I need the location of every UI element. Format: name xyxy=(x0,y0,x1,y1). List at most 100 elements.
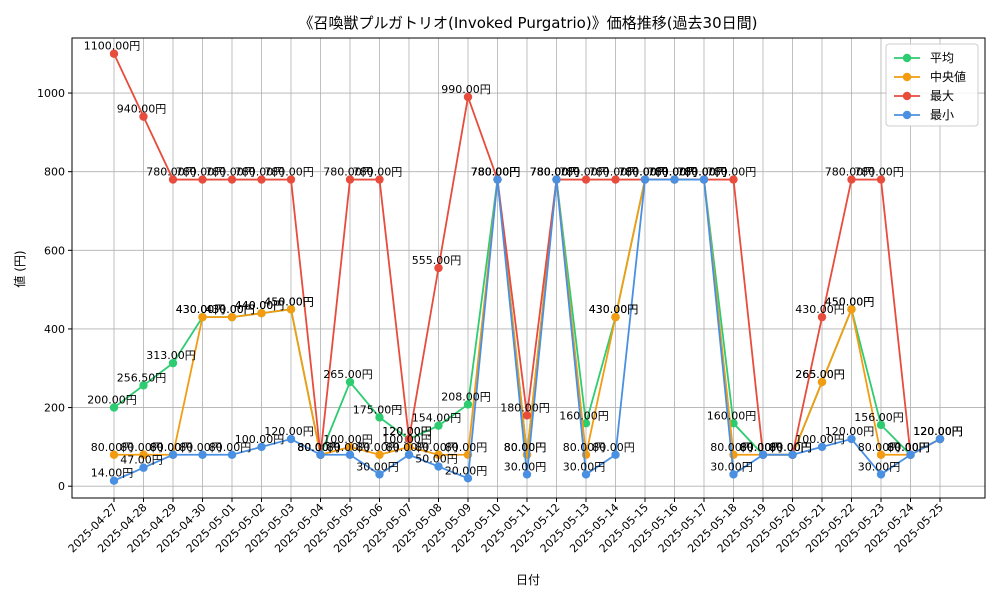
data-label: 20.00円 xyxy=(445,464,488,477)
data-label: 780.00円 xyxy=(648,166,698,179)
legend-entry: 平均 xyxy=(930,51,954,65)
data-label: 80.00円 xyxy=(740,441,783,454)
data-point xyxy=(345,442,355,452)
data-point xyxy=(139,112,148,121)
legend-entry: 最小 xyxy=(930,108,954,122)
legend-entry: 中央値 xyxy=(930,69,966,84)
data-point xyxy=(404,450,414,459)
data-point xyxy=(493,175,502,184)
data-point xyxy=(109,403,119,412)
data-label: 450.00円 xyxy=(264,295,314,308)
data-point xyxy=(404,442,414,452)
data-point xyxy=(847,305,856,314)
y-tick-label: 0 xyxy=(58,480,65,493)
data-point xyxy=(611,450,620,459)
data-point xyxy=(434,462,443,471)
y-tick-label: 1000 xyxy=(37,87,65,100)
data-label: 780.00円 xyxy=(854,166,904,179)
data-label: 780.00円 xyxy=(648,166,698,179)
data-point xyxy=(876,175,886,184)
data-point xyxy=(463,474,473,483)
data-point xyxy=(876,450,886,459)
data-label: 450.00円 xyxy=(825,295,875,308)
data-label: 780.00円 xyxy=(648,166,698,179)
data-label: 430.00円 xyxy=(176,303,226,316)
data-label: 100.00円 xyxy=(323,433,373,446)
data-label: 780.00円 xyxy=(235,166,285,179)
data-label: 780.00円 xyxy=(471,166,521,179)
data-label: 30.00円 xyxy=(356,460,399,473)
data-label: 780.00円 xyxy=(146,166,196,179)
data-label: 80.00円 xyxy=(592,441,635,454)
data-label: 440.00円 xyxy=(235,299,285,312)
data-label: 780.00円 xyxy=(707,166,757,179)
data-label: 80.00円 xyxy=(769,441,812,454)
data-label: 80.00円 xyxy=(740,441,783,454)
data-label: 780.00円 xyxy=(530,166,580,179)
data-label: 30.00円 xyxy=(710,460,753,473)
legend-marker xyxy=(902,110,912,120)
y-tick-label: 600 xyxy=(44,244,65,257)
data-label: 120.00円 xyxy=(913,425,963,438)
data-label: 80.00円 xyxy=(887,441,930,454)
data-label: 80.00円 xyxy=(769,441,812,454)
data-label: 80.00円 xyxy=(887,441,930,454)
data-label: 154.00円 xyxy=(412,412,462,425)
data-label: 80.00円 xyxy=(769,441,812,454)
data-label: 430.00円 xyxy=(176,303,226,316)
data-point xyxy=(109,49,119,58)
data-point xyxy=(227,175,237,184)
data-point xyxy=(434,421,443,430)
data-label: 80.00円 xyxy=(445,441,488,454)
data-point xyxy=(345,175,355,184)
data-label: 120.00円 xyxy=(825,425,875,438)
data-point xyxy=(758,450,768,459)
data-label: 14.00円 xyxy=(91,467,134,480)
data-point xyxy=(139,381,148,390)
data-label: 80.00円 xyxy=(327,441,370,454)
data-label: 780.00円 xyxy=(530,166,580,179)
data-label: 80.00円 xyxy=(504,441,547,454)
data-label: 780.00円 xyxy=(323,166,373,179)
data-label: 780.00円 xyxy=(618,166,668,179)
data-label: 780.00円 xyxy=(530,166,580,179)
data-label: 180.00円 xyxy=(500,401,550,414)
data-label: 80.00円 xyxy=(710,441,753,454)
data-label: 80.00円 xyxy=(297,441,340,454)
data-point xyxy=(729,175,738,184)
data-point xyxy=(345,377,355,387)
data-label: 80.00円 xyxy=(150,441,193,454)
data-point xyxy=(817,442,827,452)
data-point xyxy=(463,92,473,102)
data-label: 80.00円 xyxy=(297,441,340,454)
data-label: 940.00円 xyxy=(117,103,167,116)
y-tick-label: 200 xyxy=(44,402,65,415)
y-axis-label: 値 (円) xyxy=(12,250,27,287)
chart-title: 《召喚獣プルガトリオ(Invoked Purgatrio)》価格推移(過去30日… xyxy=(298,14,757,32)
data-label: 120.00円 xyxy=(913,425,963,438)
data-point xyxy=(611,312,620,322)
data-label: 1100.00円 xyxy=(84,40,141,53)
data-point xyxy=(375,413,384,422)
data-point xyxy=(168,358,178,368)
data-label: 80.00円 xyxy=(769,441,812,454)
data-label: 450.00円 xyxy=(825,295,875,308)
data-label: 780.00円 xyxy=(471,166,521,179)
data-point xyxy=(847,434,856,444)
data-point xyxy=(434,450,443,459)
data-point xyxy=(670,175,679,184)
data-label: 450.00円 xyxy=(264,295,314,308)
data-label: 780.00円 xyxy=(825,166,875,179)
data-point xyxy=(198,450,207,459)
data-label: 780.00円 xyxy=(618,166,668,179)
data-point xyxy=(522,470,532,479)
data-point xyxy=(581,175,591,184)
data-point xyxy=(876,470,886,479)
data-label: 80.00円 xyxy=(887,441,930,454)
data-label: 80.00円 xyxy=(887,441,930,454)
data-label: 80.00円 xyxy=(740,441,783,454)
data-label: 430.00円 xyxy=(205,303,255,316)
data-point xyxy=(463,400,473,409)
